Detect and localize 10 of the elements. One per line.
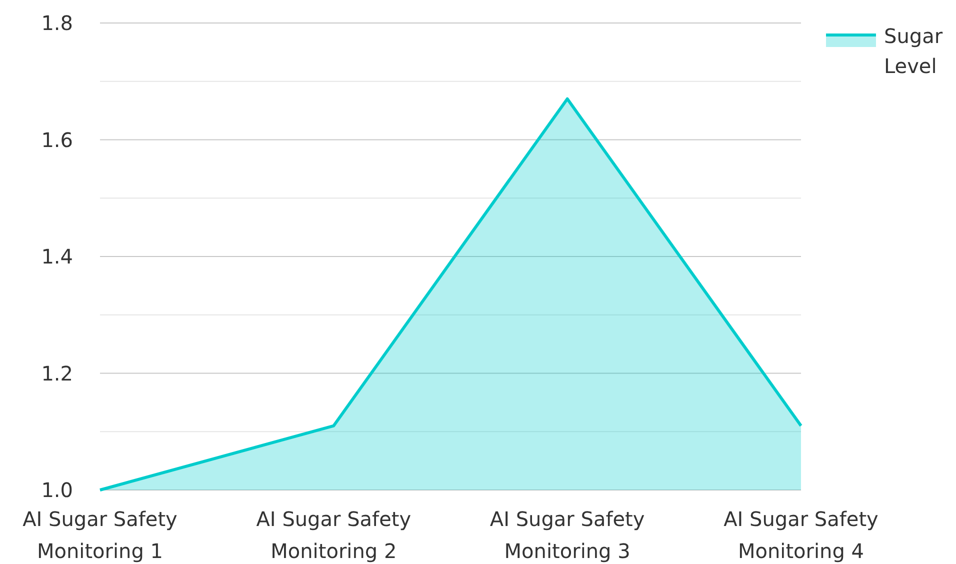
x-tick-label: AI Sugar Safety Monitoring 3 [490,507,645,563]
y-tick-label: 1.0 [41,478,73,502]
x-tick-label: AI Sugar Safety Monitoring 1 [22,507,178,563]
y-tick-label: 1.4 [41,244,73,268]
x-tick-label: AI Sugar Safety Monitoring 2 [256,507,412,563]
y-tick-label: 1.6 [41,128,73,152]
x-tick-label: AI Sugar Safety Monitoring 4 [724,507,879,563]
legend-label: Sugar Level [884,24,944,78]
y-tick-label: 1.2 [41,361,73,386]
y-tick-label: 1.8 [41,11,73,35]
